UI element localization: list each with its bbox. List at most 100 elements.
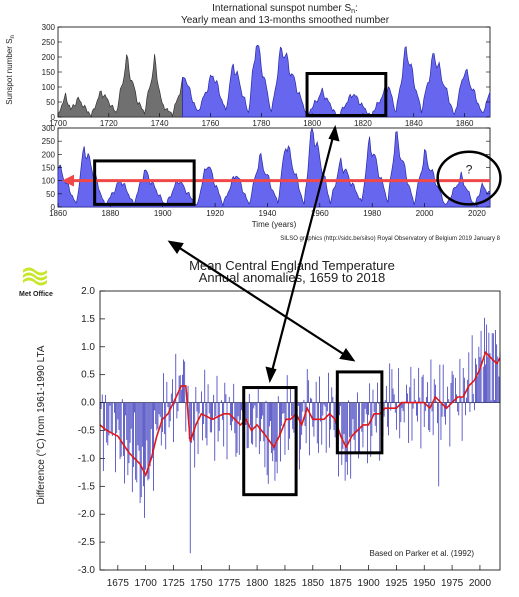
x-tick-label: 1940: [259, 209, 277, 218]
y-tick-label: 300: [42, 124, 56, 133]
cet-smoothed-line: [99, 350, 501, 478]
sunspot-panel-1-x-ticks: 1700 1720 1740 1760 1780 1800 1820 1840 1860: [49, 113, 474, 128]
x-tick-label: 1920: [206, 209, 224, 218]
cet-y-ticks: -3.0 -2.5 -2.0 -1.5 -1.0 -0.5 0.0 0.5 1.0 1.5 2.0: [78, 286, 105, 576]
arrow-head-a2: [339, 348, 356, 362]
met-office-logo: Met Office: [19, 267, 53, 298]
x-tick-label: 1860: [456, 119, 474, 128]
met-office-logo-text: Met Office: [19, 291, 53, 298]
sunspot-series-2: [57, 126, 491, 208]
cet-panel: -3.0-2.5-2.0-1.5-1.0-0.50.00.51.01.52.0 …: [78, 286, 501, 589]
x-tick-label: 1875: [330, 578, 353, 589]
x-tick-label: 1850: [302, 578, 325, 589]
arrow-head-b2: [265, 366, 277, 384]
y-tick-label: 300: [42, 23, 56, 32]
connector-arrows: [167, 124, 356, 384]
x-tick-label: 1800: [246, 578, 269, 589]
sunspot-ylabel: Sunspot number Sn: [5, 35, 16, 105]
y-tick-label: 0: [51, 113, 56, 122]
y-tick-label: 200: [42, 53, 56, 62]
question-mark-label: ?: [466, 163, 473, 177]
x-tick-label: 1700: [49, 119, 67, 128]
met-office-waves-icon: [23, 267, 47, 286]
y-tick-label: 100: [42, 177, 56, 186]
x-tick-label: 1975: [441, 578, 464, 589]
sunspot-panel-2-x-ticks: 1860 1880 1900 1920 1940 1960 1980 2000 2020: [49, 203, 486, 218]
x-tick-label: 2000: [416, 209, 434, 218]
y-tick-label: -2.5: [78, 537, 96, 548]
cet-subtitle: Annual anomalies, 1659 to 2018: [199, 270, 385, 285]
x-tick-label: 1900: [154, 209, 172, 218]
sunspot-xlabel: Time (years): [252, 220, 297, 229]
x-tick-label: 1800: [303, 119, 321, 128]
highlight-box-1875-1910: [93, 159, 196, 206]
sunspot-subtitle: Yearly mean and 13-months smoothed numbe…: [181, 15, 390, 26]
y-tick-label: 1.5: [81, 314, 95, 325]
sunspot-panel-2-y-ticks: 0 50 100 150 200 250 300: [42, 124, 490, 212]
y-tick-label: 0.0: [81, 398, 95, 409]
x-tick-label: 2000: [469, 578, 492, 589]
x-tick-label: 1760: [202, 119, 220, 128]
y-tick-label: -2.0: [78, 509, 96, 520]
x-tick-label: 1925: [385, 578, 408, 589]
x-tick-label: 2020: [468, 209, 486, 218]
cet-annual-bars: [99, 317, 501, 554]
x-tick-label: 1825: [274, 578, 297, 589]
cet-title: Mean Central England Temperature: [189, 258, 395, 273]
x-tick-label: 1950: [413, 578, 436, 589]
x-tick-label: 1820: [354, 119, 372, 128]
x-tick-label: 1675: [107, 578, 130, 589]
x-tick-label: 1725: [162, 578, 185, 589]
sunspot-panel-1-y-ticks: 0 50 100 150 200 250 300: [42, 23, 490, 122]
cet-highlight-boxes: [242, 370, 384, 497]
x-tick-label: 1750: [190, 578, 213, 589]
reference-arrow-head: [62, 174, 74, 187]
y-tick-label: 0.5: [81, 370, 95, 381]
y-tick-label: -1.0: [78, 453, 96, 464]
arrow-head-b1: [328, 124, 340, 142]
y-tick-label: 0: [51, 203, 56, 212]
x-tick-label: 1740: [151, 119, 169, 128]
y-tick-label: 100: [42, 83, 56, 92]
question-ellipse: [436, 150, 502, 206]
arrow-head-a1: [167, 240, 184, 254]
sunspot-title: International sunspot number Sn:: [212, 3, 358, 15]
y-tick-label: 50: [46, 98, 55, 107]
x-tick-label: 1880: [101, 209, 119, 218]
connector-arrow-a: [174, 244, 349, 358]
y-tick-label: 200: [42, 150, 56, 159]
cet-x-ticks: 1675 1700 1725 1750 1775 1800 1825 1850 1875 1900…: [107, 565, 492, 589]
y-tick-label: -1.5: [78, 481, 96, 492]
y-tick-label: -0.5: [78, 426, 96, 437]
highlight-box-1800-1830: [305, 72, 388, 117]
sunspot-area-early: [57, 54, 183, 119]
y-tick-label: 150: [42, 68, 56, 77]
cet-highlight-box-1: [242, 386, 298, 497]
x-tick-label: 1775: [218, 578, 241, 589]
x-tick-label: 1780: [252, 119, 270, 128]
silso-credit: SILSO graphics (http://sidc.be/silso) Ro…: [280, 236, 500, 242]
y-tick-label: -3.0: [78, 565, 96, 576]
x-tick-label: 1720: [100, 119, 118, 128]
x-tick-label: 1700: [135, 578, 158, 589]
y-tick-label: 2.0: [81, 286, 95, 297]
connector-arrow-b: [269, 132, 336, 376]
cet-highlight-box-2: [335, 370, 384, 455]
x-tick-label: 1840: [405, 119, 423, 128]
y-tick-label: 1.0: [81, 342, 95, 353]
x-tick-label: 1900: [357, 578, 380, 589]
y-tick-label: 250: [42, 38, 56, 47]
cet-ylabel: Difference (°C) from 1961-1990 LTA: [36, 345, 47, 504]
y-tick-label: 150: [42, 164, 56, 173]
y-tick-label: 50: [46, 190, 55, 199]
y-tick-label: 250: [42, 137, 56, 146]
x-tick-label: 1960: [311, 209, 329, 218]
sunspot-area-main: [57, 126, 491, 208]
x-tick-label: 1980: [363, 209, 381, 218]
cet-frame: [99, 290, 501, 571]
parker-annotation: Based on Parker et al. (1992): [369, 549, 474, 558]
x-tick-label: 1860: [49, 209, 67, 218]
